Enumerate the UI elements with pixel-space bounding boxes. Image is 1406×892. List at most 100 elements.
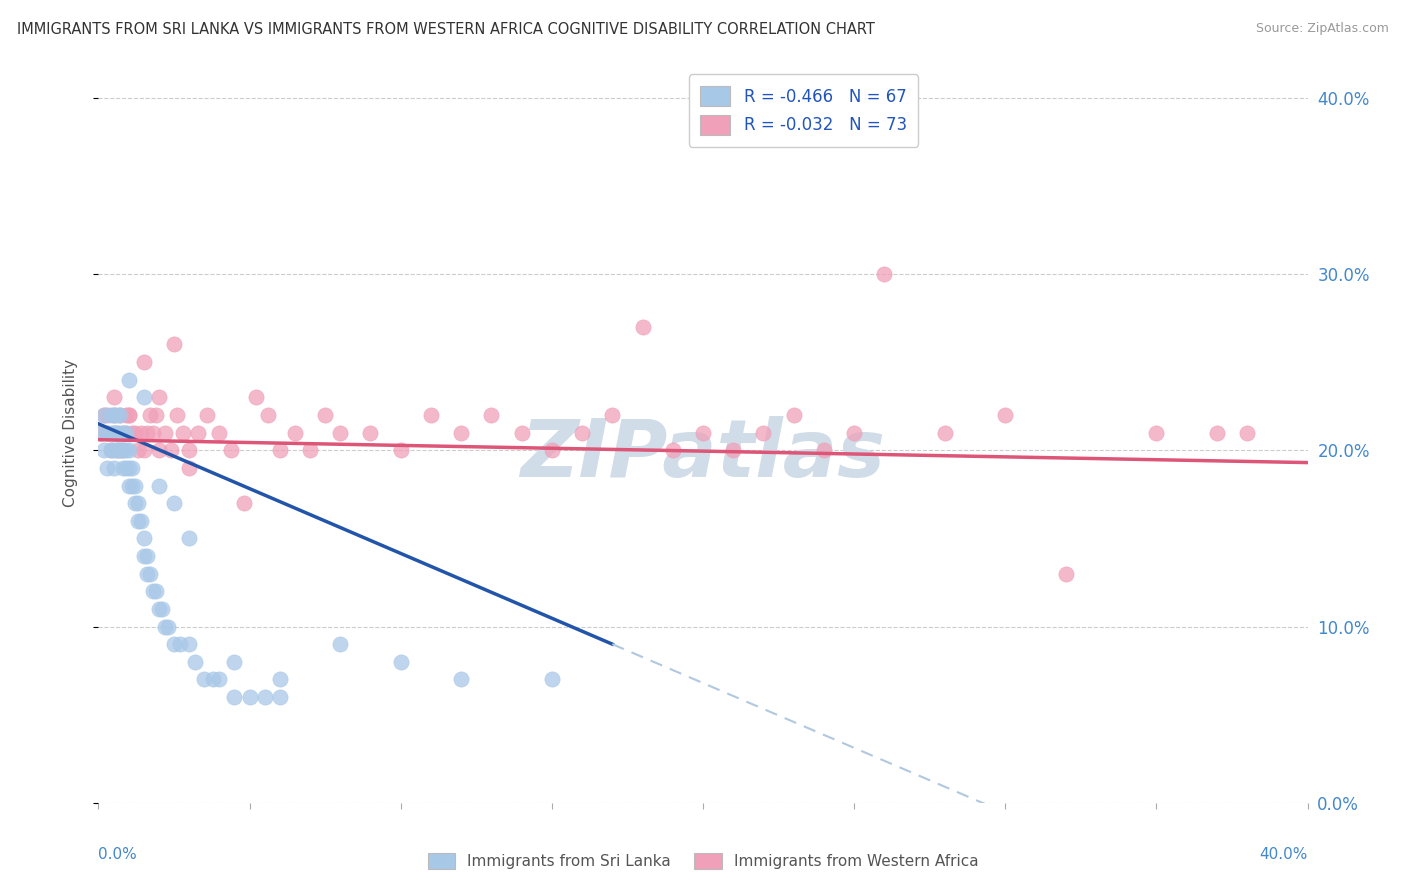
Point — [139, 566, 162, 581]
Text: 0.0%: 0.0% — [98, 847, 138, 863]
Point — [114, 408, 136, 422]
Text: Source: ZipAtlas.com: Source: ZipAtlas.com — [1256, 22, 1389, 36]
Point — [114, 443, 136, 458]
Point — [108, 443, 131, 458]
Point — [145, 584, 167, 599]
Point — [540, 673, 562, 687]
Point — [150, 602, 173, 616]
Point — [103, 408, 125, 422]
Point — [934, 425, 956, 440]
Point — [129, 514, 152, 528]
Point — [103, 425, 125, 440]
Point — [844, 425, 866, 440]
Point — [163, 637, 186, 651]
Point — [873, 267, 896, 281]
Point — [129, 425, 152, 440]
Point — [179, 443, 201, 458]
Point — [329, 637, 352, 651]
Point — [163, 496, 186, 510]
Point — [118, 408, 141, 422]
Point — [118, 373, 141, 387]
Point — [103, 425, 125, 440]
Point — [232, 496, 254, 510]
Point — [111, 461, 134, 475]
Point — [1206, 425, 1229, 440]
Point — [118, 408, 141, 422]
Point — [450, 425, 472, 440]
Point — [93, 443, 115, 458]
Point — [179, 532, 201, 546]
Point — [139, 408, 162, 422]
Point — [90, 425, 112, 440]
Point — [221, 443, 243, 458]
Point — [132, 355, 155, 369]
Point — [314, 408, 336, 422]
Point — [100, 443, 122, 458]
Point — [127, 496, 149, 510]
Point — [108, 408, 131, 422]
Point — [269, 690, 291, 704]
Point — [124, 496, 146, 510]
Point — [114, 425, 136, 440]
Point — [118, 461, 141, 475]
Point — [105, 425, 128, 440]
Text: 40.0%: 40.0% — [1260, 847, 1308, 863]
Point — [752, 425, 775, 440]
Point — [103, 443, 125, 458]
Point — [132, 390, 155, 404]
Point — [111, 425, 134, 440]
Point — [132, 549, 155, 563]
Point — [329, 425, 352, 440]
Point — [105, 425, 128, 440]
Point — [127, 443, 149, 458]
Point — [100, 443, 122, 458]
Point — [179, 637, 201, 651]
Point — [111, 425, 134, 440]
Point — [142, 584, 165, 599]
Point — [135, 566, 157, 581]
Point — [96, 425, 118, 440]
Point — [571, 425, 593, 440]
Point — [145, 408, 167, 422]
Point — [148, 602, 170, 616]
Point — [163, 337, 186, 351]
Point — [105, 443, 128, 458]
Point — [224, 655, 246, 669]
Point — [105, 408, 128, 422]
Point — [284, 425, 307, 440]
Point — [132, 532, 155, 546]
Point — [723, 443, 745, 458]
Point — [118, 478, 141, 492]
Point — [602, 408, 624, 422]
Point — [245, 390, 267, 404]
Point — [239, 690, 262, 704]
Point — [631, 319, 654, 334]
Point — [108, 425, 131, 440]
Point — [1236, 425, 1258, 440]
Point — [187, 425, 209, 440]
Point — [127, 514, 149, 528]
Point — [124, 478, 146, 492]
Point — [269, 443, 291, 458]
Point — [103, 390, 125, 404]
Text: ZIPatlas: ZIPatlas — [520, 416, 886, 494]
Point — [450, 673, 472, 687]
Point — [193, 673, 215, 687]
Point — [148, 478, 170, 492]
Point — [93, 408, 115, 422]
Point — [208, 425, 231, 440]
Point — [114, 461, 136, 475]
Point — [111, 443, 134, 458]
Text: IMMIGRANTS FROM SRI LANKA VS IMMIGRANTS FROM WESTERN AFRICA COGNITIVE DISABILITY: IMMIGRANTS FROM SRI LANKA VS IMMIGRANTS … — [17, 22, 875, 37]
Point — [121, 461, 143, 475]
Point — [105, 443, 128, 458]
Point — [692, 425, 714, 440]
Point — [256, 408, 278, 422]
Point — [540, 443, 562, 458]
Point — [121, 478, 143, 492]
Point — [184, 655, 207, 669]
Point — [108, 443, 131, 458]
Point — [202, 673, 225, 687]
Point — [160, 443, 183, 458]
Point — [420, 408, 443, 422]
